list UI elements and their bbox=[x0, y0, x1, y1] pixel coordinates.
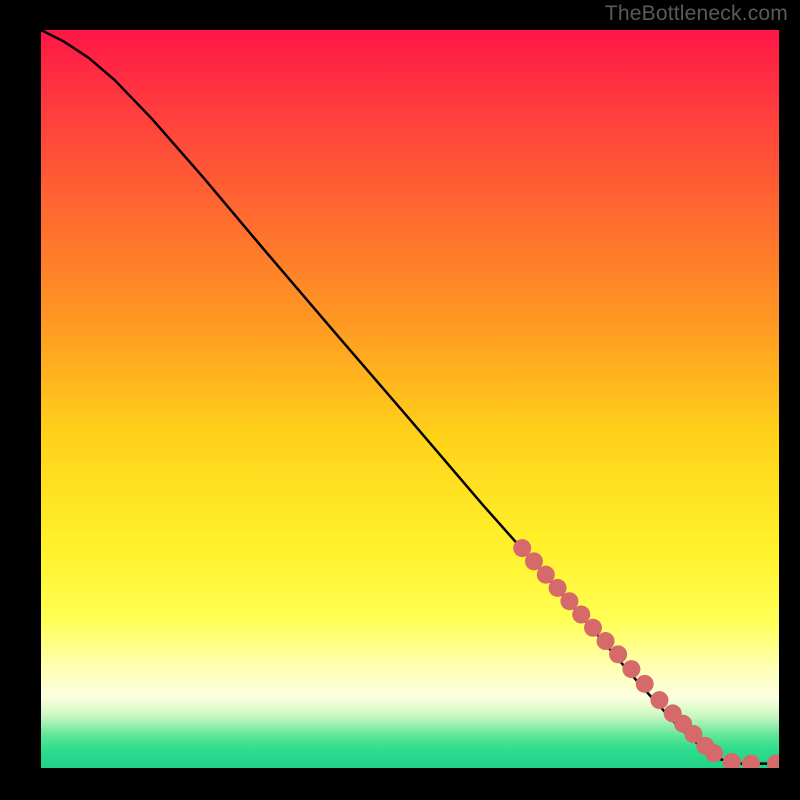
watermark-text: TheBottleneck.com bbox=[605, 2, 788, 26]
data-marker bbox=[767, 755, 779, 768]
data-marker bbox=[650, 691, 668, 709]
data-marker bbox=[705, 744, 723, 762]
data-marker bbox=[584, 619, 602, 637]
bottleneck-curve bbox=[41, 30, 779, 764]
data-marker bbox=[636, 675, 654, 693]
chart-frame: TheBottleneck.com bbox=[0, 0, 800, 800]
data-marker bbox=[723, 753, 741, 768]
data-marker bbox=[609, 645, 627, 663]
data-marker bbox=[622, 660, 640, 678]
data-marker bbox=[597, 632, 615, 650]
curve-svg bbox=[41, 30, 779, 768]
marker-group bbox=[513, 539, 779, 768]
plot-area bbox=[41, 30, 779, 768]
data-marker bbox=[742, 755, 760, 768]
